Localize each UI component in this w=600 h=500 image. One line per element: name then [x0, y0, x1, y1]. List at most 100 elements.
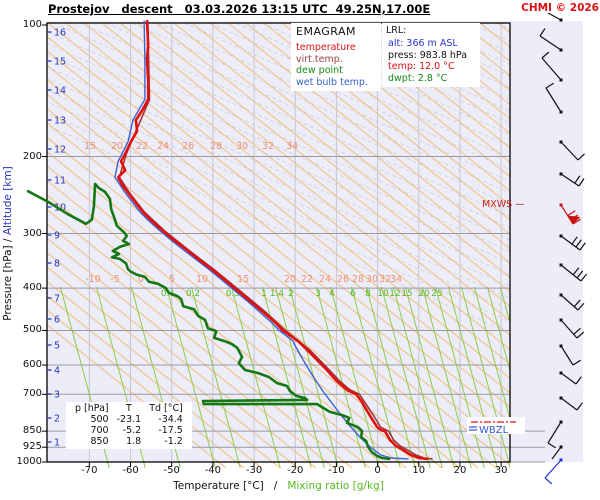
table-cell: -23.1	[116, 414, 142, 425]
wbzl-label: WBZL	[479, 425, 509, 436]
temperature-tick-label: -20	[287, 465, 304, 476]
axis-ticks	[42, 24, 502, 467]
isotherm-lines	[88, 23, 502, 462]
table-row: 700 -5.2 -17.5	[71, 425, 187, 436]
isopleth-label: 0.1	[161, 289, 175, 299]
isopleth-label: 24	[157, 141, 169, 152]
mixing-ratio-axis-title: Mixing ratio [g/kg]	[287, 480, 384, 492]
table-cell: -1.2	[164, 436, 183, 447]
isopleth-label: 32	[262, 141, 274, 152]
isopleth-label: 1	[54, 438, 60, 449]
axis-separator: /	[263, 480, 288, 492]
table-header: p [hPa]	[75, 403, 109, 414]
isopleth-label: 22	[301, 274, 313, 285]
isopleth-label: 0.2	[186, 289, 200, 299]
table-header: Td [°C]	[149, 403, 183, 414]
temperature-tick-label: 30	[494, 465, 508, 476]
temperature-tick-label: -10	[328, 465, 345, 476]
levels-table-box: p [hPa] T Td [°C] 500 -23.1 -34.4 700 -5.2 -17.5…	[66, 402, 192, 449]
isopleth-label: 7	[54, 294, 60, 305]
plot-frame	[46, 22, 511, 463]
isopleth-label: 10	[196, 274, 208, 285]
copyright-label: CHMI © 2026	[521, 2, 599, 14]
altitude-axis-title: Altitude [km]	[2, 166, 14, 236]
isopleth-label: 28	[352, 274, 364, 285]
isopleth-label: 11	[54, 176, 66, 187]
isopleth-label: 34	[286, 141, 298, 152]
isopleth-label: 20	[418, 289, 430, 299]
legend-box: EMAGRAM temperature virt.temp. dew point we…	[291, 23, 381, 91]
isopleth-label: 16	[54, 28, 66, 39]
isopleth-label: 6	[350, 289, 356, 299]
table-cell: 1.8	[126, 436, 142, 447]
isopleth-label: -10	[85, 274, 101, 285]
isopleth-label: 20	[111, 141, 123, 152]
temperature-curve	[116, 19, 429, 461]
isopleth-label: 34	[390, 274, 402, 285]
wind-barbs	[539, 12, 588, 485]
plot-background	[47, 21, 583, 462]
isopleth-label: 4	[329, 289, 335, 299]
isopleth-label: 2	[54, 414, 60, 425]
x-axis-title: Temperature [°C] / Mixing ratio [g/kg]	[47, 480, 510, 492]
pressure-tick-label: 100	[22, 19, 42, 30]
pressure-tick-label: 200	[22, 150, 42, 162]
isopleth-label: 6	[54, 315, 60, 326]
isopleth-label: 30	[366, 274, 378, 285]
wbzl-marker-box	[467, 417, 525, 434]
isopleth-label: 24	[319, 274, 331, 285]
isopleth-label: -5	[110, 274, 119, 285]
station-info-rows: alt: 366 m ASL press: 983.8 hPa temp: 12.0…	[386, 38, 476, 84]
legend-items: temperature virt.temp. dew point wet bulb t…	[296, 42, 377, 88]
isopleth-label: 4	[54, 366, 60, 377]
isopleth-label: 30	[236, 141, 248, 152]
isopleth-label: 15	[84, 141, 96, 152]
isopleth-label: 12	[389, 289, 400, 299]
isopleth-label: 9	[54, 231, 60, 242]
isopleth-label: 8	[365, 289, 371, 299]
temperature-tick-label: -60	[122, 465, 139, 476]
table-cell: -34.4	[158, 414, 183, 425]
temperature-tick-label: 0	[374, 465, 381, 476]
temperature-tick-label: 20	[453, 465, 467, 476]
isopleth-label: 25	[431, 289, 442, 299]
pressure-tick-label: 1000	[16, 456, 42, 467]
station-info-row: dwpt: 2.8 °C	[388, 72, 448, 84]
isopleth-label: 22	[136, 141, 148, 152]
isopleth-label: 0.5	[226, 289, 240, 299]
temperature-axis-title: Temperature [°C]	[173, 480, 264, 492]
isopleth-label: 15	[237, 274, 249, 285]
pressure-tick-label: 300	[22, 227, 42, 239]
wind-barb-flag-icon	[567, 215, 581, 224]
legend-item: dew point	[296, 65, 343, 76]
pressure-tick-label: 400	[22, 282, 42, 294]
isopleth-label: 13	[54, 116, 66, 127]
isopleth-label: 0	[138, 274, 144, 285]
table-cell: -5.2	[122, 425, 142, 436]
pressure-tick-label: 700	[22, 388, 42, 400]
isopleth-label: 3	[54, 390, 60, 401]
station-info-title: LRL:	[386, 25, 407, 36]
dew_point-curve	[26, 182, 391, 461]
isopleth-label: 26	[182, 141, 194, 152]
isopleth-label: 20	[284, 274, 296, 285]
table-cell: -17.5	[158, 425, 183, 436]
isopleth-label: 3	[315, 289, 321, 299]
legend-title: EMAGRAM	[296, 25, 357, 38]
legend-item: wet bulb temp.	[296, 76, 368, 88]
mxws-label: MXWS —	[482, 199, 525, 210]
isopleth-label: 2	[288, 289, 294, 299]
table-row: 850 1.8 -1.2	[71, 436, 187, 447]
isopleth-label: 12	[54, 145, 66, 156]
table-header: T	[126, 403, 132, 414]
station-info-row: alt: 366 m ASL	[388, 38, 458, 49]
isopleth-label: 10	[377, 289, 389, 299]
pressure-tick-label: 850	[22, 425, 42, 437]
isopleth-label: 26	[337, 274, 349, 285]
isopleth-label: 15	[401, 289, 412, 299]
isopleth-label: 1	[261, 289, 267, 299]
pressure-tick-label: 925	[22, 441, 42, 453]
temperature-tick-label: -70	[81, 465, 98, 476]
